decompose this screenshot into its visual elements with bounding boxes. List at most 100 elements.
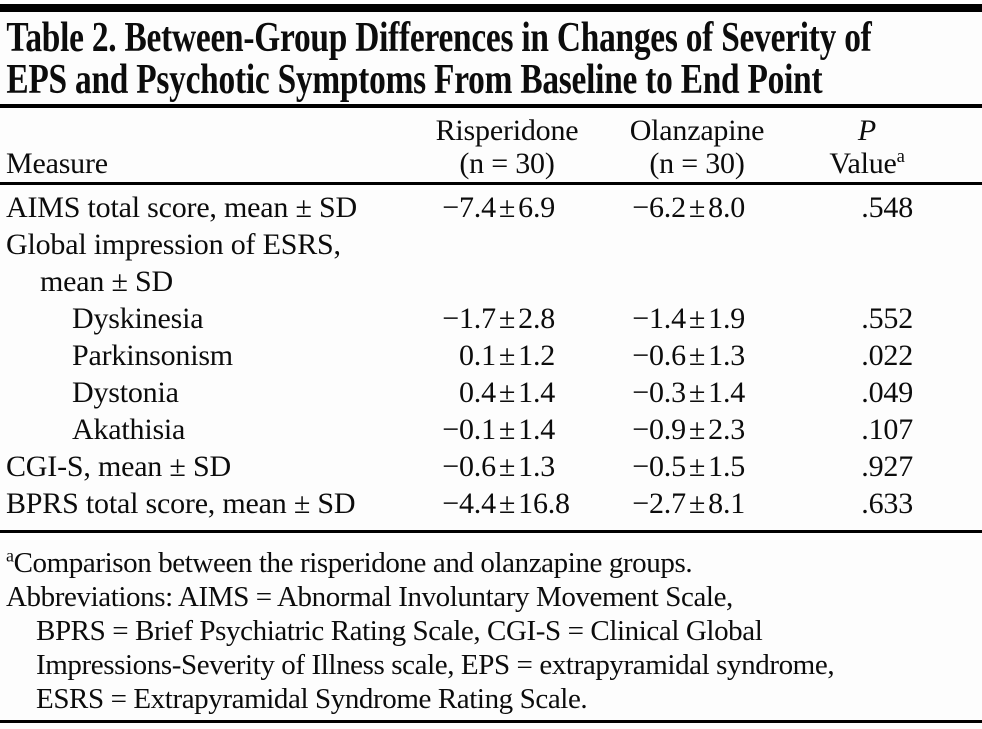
table-title-line2: EPS and Psychotic Symptoms From Baseline… xyxy=(6,57,823,103)
mean-value: −4.4 xyxy=(442,487,496,520)
abbreviations-line3: Impressions-Severity of Illness scale, E… xyxy=(36,649,835,681)
abbreviations-line2: BPRS = Brief Psychiatric Rating Scale, C… xyxy=(36,615,763,647)
olanzapine-cell: −0.3 ±1.4 xyxy=(602,374,792,411)
plus-minus-sign: ± xyxy=(688,487,706,520)
plus-minus-sign: ± xyxy=(498,413,516,446)
p-value-cell: .552 xyxy=(861,302,913,335)
p-value-cell xyxy=(792,226,942,263)
mean-value: −1.7 xyxy=(442,302,496,335)
olanzapine-cell: −0.9 ±2.3 xyxy=(602,411,792,448)
olanzapine-cell: −0.5 ±1.5 xyxy=(602,448,792,485)
olanzapine-cell: −2.7 ±8.1 xyxy=(602,485,792,522)
column-header-olanzapine-name: Olanzapine xyxy=(629,114,765,147)
table-row-aims: AIMS total score, mean ± SD −7.4 ±6.9 −6.… xyxy=(0,189,982,226)
measure-cell: Parkinsonism xyxy=(72,339,233,372)
olanzapine-cell: −6.2 ±8.0 xyxy=(602,189,792,226)
sd-value: 8.1 xyxy=(708,487,746,520)
sd-value: 8.0 xyxy=(708,191,746,224)
risperidone-cell: −0.1 ±1.4 xyxy=(412,411,602,448)
column-header-risperidone-name: Risperidone xyxy=(435,114,579,147)
table-header-row: Measure Risperidone (n = 30) Olanzapine … xyxy=(0,108,982,182)
sd-value: 2.3 xyxy=(708,413,746,446)
table-row-dyskinesia: Dyskinesia −1.7 ±2.8 −1.4 ±1.9 .552 xyxy=(0,300,982,337)
plus-minus-sign: ± xyxy=(498,487,516,520)
mean-value: −0.1 xyxy=(442,413,496,446)
footnote-a-text: Comparison between the risperidone and o… xyxy=(13,547,693,579)
olanzapine-cell xyxy=(602,263,792,300)
plus-minus-sign: ± xyxy=(498,450,516,483)
plus-minus-sign: ± xyxy=(498,339,516,372)
table-row-global-impression-continued: mean ± SD xyxy=(0,263,982,300)
sd-value: 6.9 xyxy=(518,191,556,224)
risperidone-cell: 0.4 ±1.4 xyxy=(412,374,602,411)
table-row-global-impression: Global impression of ESRS, xyxy=(0,226,982,263)
plus-minus-sign: ± xyxy=(688,413,706,446)
column-header-measure: Measure xyxy=(6,147,108,180)
risperidone-cell: 0.1 ±1.2 xyxy=(412,337,602,374)
plus-minus-sign: ± xyxy=(498,191,516,224)
table-row-dystonia: Dystonia 0.4 ±1.4 −0.3 ±1.4 .049 xyxy=(0,374,982,411)
mean-value: −2.7 xyxy=(632,487,686,520)
p-value-cell: .107 xyxy=(861,413,913,446)
table-footnotes: aComparison between the risperidone and … xyxy=(0,533,982,716)
column-header-risperidone: Risperidone (n = 30) xyxy=(412,114,602,180)
table-row-cgi-s: CGI-S, mean ± SD −0.6 ±1.3 −0.5 ±1.5 .927 xyxy=(0,448,982,485)
risperidone-cell: −0.6 ±1.3 xyxy=(412,448,602,485)
measure-cell: BPRS total score, mean ± SD xyxy=(6,487,356,520)
footnote-a-marker: a xyxy=(6,545,14,566)
risperidone-cell: −1.7 ±2.8 xyxy=(412,300,602,337)
p-value-cell: .022 xyxy=(861,339,913,372)
sd-value: 1.4 xyxy=(518,376,556,409)
olanzapine-cell xyxy=(602,226,792,263)
mean-value: −6.2 xyxy=(632,191,686,224)
sd-value: 1.4 xyxy=(708,376,746,409)
sd-value: 1.2 xyxy=(518,339,556,372)
column-header-olanzapine-n: (n = 30) xyxy=(649,147,745,180)
risperidone-cell xyxy=(412,226,602,263)
olanzapine-cell: −1.4 ±1.9 xyxy=(602,300,792,337)
plus-minus-sign: ± xyxy=(498,302,516,335)
table-row-akathisia: Akathisia −0.1 ±1.4 −0.9 ±2.3 .107 xyxy=(0,411,982,448)
measure-cell: AIMS total score, mean ± SD xyxy=(6,191,358,224)
risperidone-cell xyxy=(412,263,602,300)
plus-minus-sign: ± xyxy=(688,376,706,409)
risperidone-cell: −7.4 ±6.9 xyxy=(412,189,602,226)
footnote-a: aComparison between the risperidone and … xyxy=(6,546,976,580)
mean-value: −0.6 xyxy=(632,339,686,372)
header-bottom-rule xyxy=(0,182,982,185)
measure-cell: Dyskinesia xyxy=(72,302,204,335)
p-value-cell: .927 xyxy=(861,450,913,483)
mean-value: −0.6 xyxy=(442,450,496,483)
sd-value: 1.9 xyxy=(708,302,746,335)
p-value-cell: .633 xyxy=(861,487,913,520)
top-rule xyxy=(0,4,982,12)
measure-cell: CGI-S, mean ± SD xyxy=(6,450,231,483)
mean-value: 0.1 xyxy=(458,339,496,372)
column-header-p-symbol: P xyxy=(857,114,877,147)
p-value-word: Value xyxy=(829,147,897,180)
plus-minus-sign: ± xyxy=(688,339,706,372)
risperidone-cell: −4.4 ±16.8 xyxy=(412,485,602,522)
mean-value: −7.4 xyxy=(442,191,496,224)
table-title-line1: Table 2. Between-Group Differences in Ch… xyxy=(6,15,872,61)
sd-value: 16.8 xyxy=(518,487,570,520)
p-value-footnote-marker: a xyxy=(896,146,905,167)
title-bottom-rule xyxy=(0,104,982,108)
p-value-cell: .049 xyxy=(861,376,913,409)
sd-value: 1.5 xyxy=(708,450,746,483)
mean-value: −0.3 xyxy=(632,376,686,409)
abbreviations-line1: Abbreviations: AIMS = Abnormal Involunta… xyxy=(6,581,733,613)
sd-value: 2.8 xyxy=(518,302,556,335)
body-bottom-rule xyxy=(0,530,982,533)
table-row-parkinsonism: Parkinsonism 0.1 ±1.2 −0.6 ±1.3 .022 xyxy=(0,337,982,374)
p-value-cell: .548 xyxy=(861,191,913,224)
measure-cell: Global impression of ESRS, xyxy=(6,228,341,261)
measure-cell: Dystonia xyxy=(72,376,179,409)
column-header-olanzapine: Olanzapine (n = 30) xyxy=(602,114,792,180)
sd-value: 1.3 xyxy=(708,339,746,372)
plus-minus-sign: ± xyxy=(688,191,706,224)
bottom-rule xyxy=(0,720,982,723)
sd-value: 1.3 xyxy=(518,450,556,483)
abbreviations-line4: ESRS = Extrapyramidal Syndrome Rating Sc… xyxy=(36,683,588,715)
